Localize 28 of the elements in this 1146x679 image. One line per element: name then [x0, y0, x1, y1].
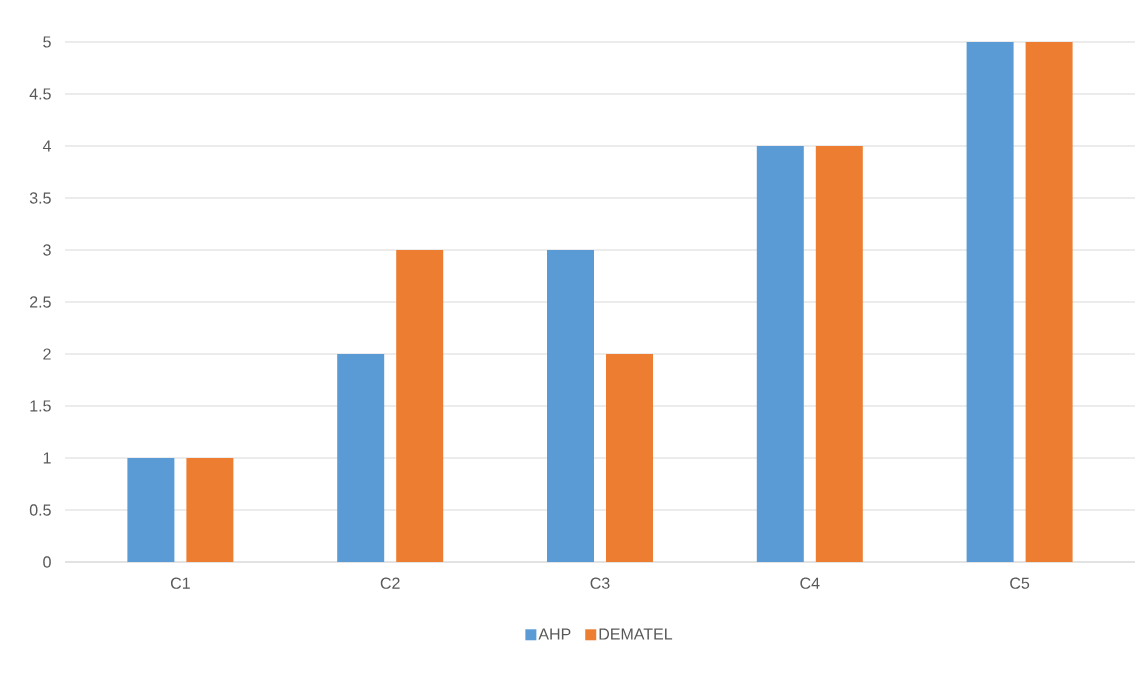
bar — [337, 354, 385, 562]
bar — [127, 458, 175, 562]
y-tick-label: 3.5 — [29, 192, 51, 204]
bar — [815, 146, 863, 562]
y-tick-label: 1.5 — [30, 400, 51, 412]
y-tick-label: 0 — [43, 556, 51, 568]
x-tick-label: C3 — [590, 577, 610, 589]
legend-label: DEMATEL — [599, 628, 673, 640]
y-tick-label: 4 — [42, 140, 52, 152]
y-tick-label: 1 — [43, 452, 51, 464]
bar — [1025, 42, 1073, 562]
y-tick-label: 4.5 — [29, 88, 51, 100]
y-tick-label: 5 — [43, 36, 51, 48]
y-tick-label: 2 — [43, 348, 51, 360]
y-tick-label: 3 — [43, 244, 51, 256]
bar — [756, 146, 804, 562]
bar — [966, 42, 1014, 562]
y-tick-label: 0.5 — [29, 504, 51, 516]
y-tick-label: 2.5 — [30, 296, 51, 308]
x-tick-label: C5 — [1010, 577, 1030, 589]
bar — [396, 250, 444, 562]
x-tick-label: C2 — [380, 577, 400, 589]
x-tick-label: C4 — [800, 577, 820, 589]
bar — [186, 458, 234, 562]
x-tick-label: C1 — [170, 577, 190, 589]
bar — [606, 354, 653, 562]
bar — [547, 250, 594, 562]
legend-label: AHP — [538, 628, 571, 640]
